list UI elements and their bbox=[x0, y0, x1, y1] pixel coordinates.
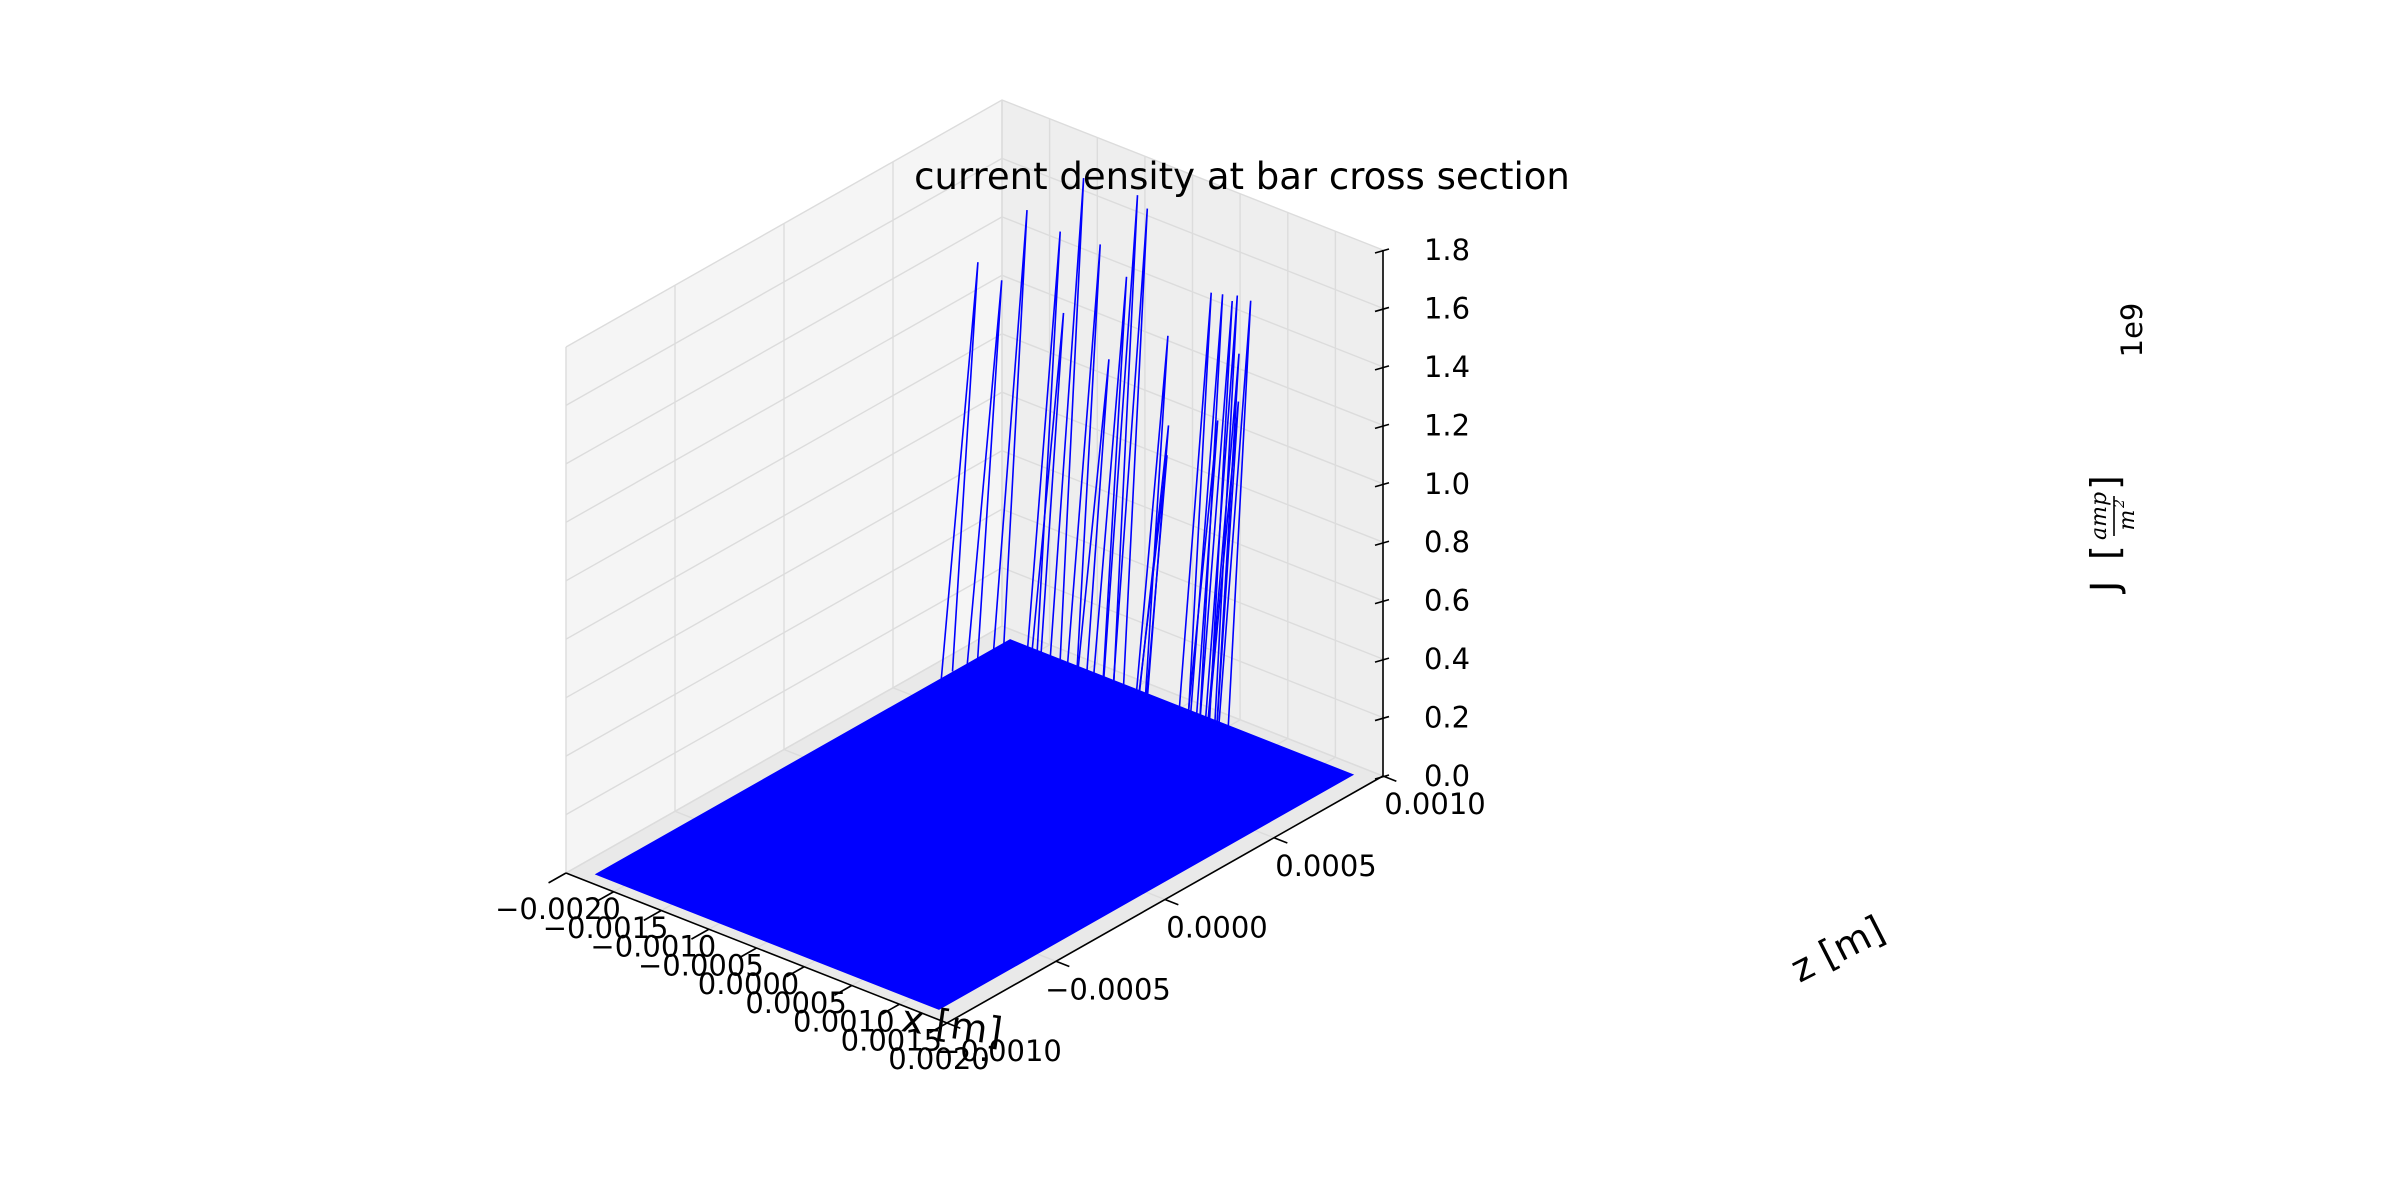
x-tick bbox=[595, 891, 615, 903]
spike bbox=[1109, 208, 1149, 736]
spike bbox=[1021, 231, 1061, 712]
spike bbox=[1129, 335, 1169, 760]
z-tick bbox=[1164, 898, 1179, 906]
bracket-close: ] bbox=[2083, 475, 2127, 490]
grid-line-j bbox=[565, 391, 1384, 640]
grid-line-j bbox=[565, 449, 1384, 699]
j-tick bbox=[1374, 774, 1390, 780]
j-tick-label: 0.4 bbox=[1424, 642, 1470, 676]
z-tick bbox=[946, 1022, 961, 1029]
grid-line-j bbox=[565, 274, 1384, 523]
spike-series bbox=[939, 178, 1252, 803]
unit-exponent: 2 bbox=[2112, 499, 2128, 509]
x-tick-label: 0.0015 bbox=[841, 1023, 942, 1057]
j-tick bbox=[1374, 306, 1390, 313]
j-tick-label: 1.2 bbox=[1424, 408, 1470, 442]
spike bbox=[1200, 401, 1240, 803]
grid-line-j bbox=[565, 625, 1384, 874]
x-tick-label: 0.0010 bbox=[793, 1005, 894, 1039]
bracket-open: [ bbox=[2083, 545, 2127, 560]
spike bbox=[988, 210, 1028, 705]
x-tick bbox=[548, 872, 567, 884]
j-symbol: J bbox=[2083, 581, 2127, 594]
unit-numerator: amp bbox=[2087, 492, 2112, 540]
unit-denominator: m bbox=[2115, 510, 2140, 531]
j-tick bbox=[1374, 657, 1390, 663]
z-tick bbox=[1273, 837, 1288, 844]
grid-line-j bbox=[565, 216, 1384, 465]
x-tick bbox=[929, 1022, 948, 1034]
chart-title: current density at bar cross section bbox=[914, 155, 1570, 198]
j-axis-label: J [ amp m 2 ] bbox=[2083, 475, 2140, 594]
spike bbox=[1045, 178, 1085, 717]
x-tick bbox=[833, 984, 853, 997]
grid-line-j bbox=[565, 566, 1384, 816]
spike bbox=[963, 280, 1003, 699]
surface-fill bbox=[594, 639, 1355, 1010]
spike bbox=[1212, 300, 1252, 801]
z-axis-label: z [m] bbox=[1784, 907, 1892, 991]
spike bbox=[1061, 244, 1101, 727]
spike bbox=[1025, 312, 1065, 717]
j-tick bbox=[1374, 423, 1390, 430]
x-tick-label: −0.0010 bbox=[590, 930, 716, 964]
grid-line-j bbox=[565, 333, 1384, 582]
j-tick-label: 0.2 bbox=[1424, 701, 1470, 735]
x-tick bbox=[881, 1003, 900, 1015]
spike bbox=[1179, 420, 1219, 793]
j-tick-label: 1.4 bbox=[1424, 350, 1470, 384]
z-tick-label: 0.0005 bbox=[1275, 849, 1376, 883]
j-tick bbox=[1374, 248, 1390, 254]
spike bbox=[1088, 276, 1128, 734]
z-tick-label: 0.0000 bbox=[1166, 911, 1267, 945]
x-tick-label: −0.0020 bbox=[495, 892, 621, 926]
tick-labels: −0.0020−0.0015−0.0010−0.00050.00000.0005… bbox=[495, 233, 1486, 1076]
spike bbox=[1193, 300, 1233, 790]
j-tick bbox=[1374, 482, 1390, 488]
grid-line-j bbox=[565, 99, 1384, 348]
x-tick-label: −0.0015 bbox=[543, 911, 669, 945]
x-tick-label: −0.0005 bbox=[638, 948, 764, 982]
spike bbox=[1070, 359, 1110, 737]
j-tick-label: 1.8 bbox=[1424, 233, 1470, 267]
z-tick bbox=[1055, 960, 1070, 968]
spike bbox=[939, 262, 979, 690]
j-tick-label: 1.0 bbox=[1424, 467, 1470, 501]
spike bbox=[1173, 292, 1212, 782]
z-tick-label: 0.0010 bbox=[1384, 787, 1485, 821]
j-tick bbox=[1374, 598, 1390, 605]
surface-plane bbox=[594, 639, 1355, 1010]
j-tick bbox=[1374, 715, 1390, 722]
x-tick-label: 0.0020 bbox=[888, 1042, 989, 1076]
grid-line-j bbox=[565, 508, 1384, 757]
spike bbox=[1199, 295, 1239, 796]
x-tick-label: 0.0005 bbox=[745, 986, 846, 1020]
j-tick-label: 0.8 bbox=[1424, 525, 1470, 559]
z-tick-label: −0.0010 bbox=[936, 1034, 1062, 1068]
spike bbox=[1128, 455, 1168, 775]
j-tick-label: 0.6 bbox=[1424, 584, 1470, 618]
x-tick bbox=[643, 909, 662, 922]
j-tick-label: 0.0 bbox=[1424, 759, 1470, 793]
offset-label: 1e9 bbox=[2115, 303, 2149, 358]
j-tick bbox=[1374, 540, 1390, 546]
x-tick bbox=[691, 928, 710, 940]
x-tick-label: 0.0000 bbox=[698, 967, 799, 1001]
j-tick-label: 1.6 bbox=[1424, 291, 1470, 325]
z-tick-label: −0.0005 bbox=[1045, 972, 1171, 1006]
x-tick bbox=[738, 947, 757, 959]
j-tick bbox=[1374, 365, 1390, 371]
grid-line-j bbox=[565, 157, 1384, 407]
tick-marks bbox=[548, 248, 1397, 1034]
spike bbox=[1099, 195, 1139, 734]
x-tick bbox=[786, 966, 805, 978]
